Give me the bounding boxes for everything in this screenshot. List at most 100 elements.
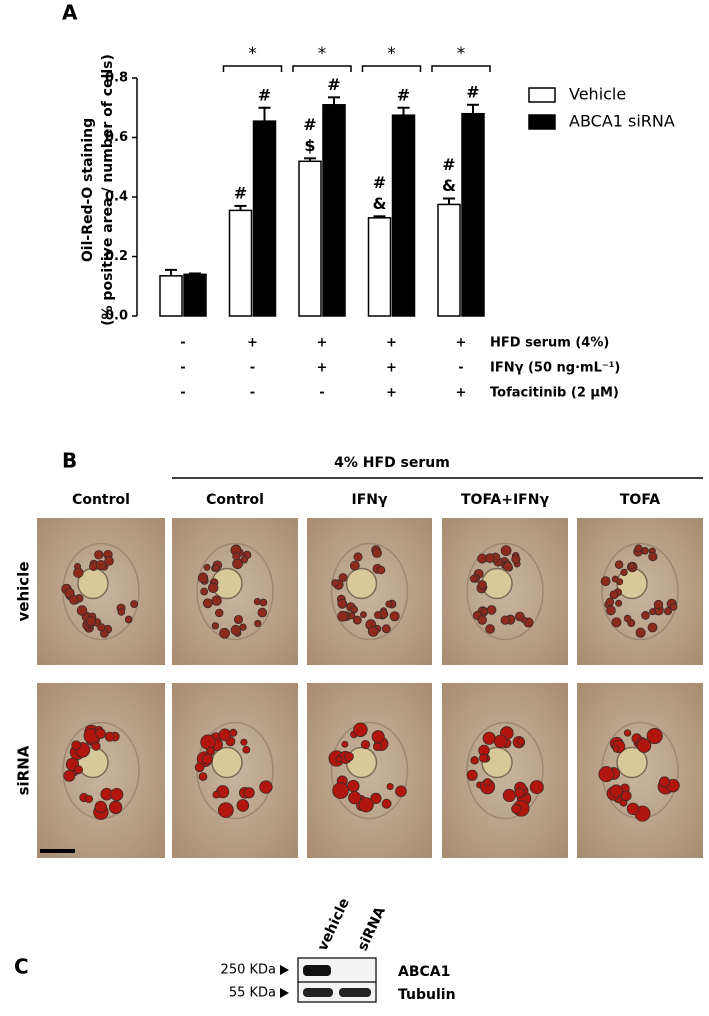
column-label: TOFA+IFNγ [461,492,549,508]
lipid-droplet [647,622,658,633]
lipid-droplet [239,623,247,631]
lipid-droplet [376,565,386,575]
lipid-droplet [615,599,623,607]
nucleus [481,746,513,779]
condition-sign: - [180,386,185,401]
lipid-droplet [73,567,84,578]
lipid-droplet [634,544,643,553]
lipid-droplet [486,605,497,615]
lipid-droplet [395,785,407,798]
lipid-droplet [218,728,232,742]
lipid-droplet [69,595,79,605]
nucleus [345,567,378,600]
lipid-droplet [338,573,348,582]
lipid-droplet [605,597,615,606]
lipid-droplet [620,790,632,802]
group-header: 4% HFD serum [334,455,450,471]
lipid-droplet [219,627,230,639]
lipid-droplet [606,605,616,616]
nucleus [345,746,378,779]
row-label: vehicle [15,562,33,622]
lane-label: vehicle [315,896,353,954]
condition-sign: - [250,386,255,401]
lipid-droplet [598,766,615,783]
bar [391,114,416,317]
row-label: siRNA [15,745,33,795]
lipid-droplet [341,740,349,748]
lipid-droplet [348,612,356,620]
lipid-droplet [373,742,382,752]
lipid-droplet [215,608,224,618]
lipid-droplet [71,740,82,751]
lipid-droplet [381,624,391,634]
lipid-droplet [669,603,678,611]
nucleus [616,746,648,779]
lipid-droplet [124,615,133,624]
lipid-droplet [478,753,489,763]
lipid-droplet [611,575,619,583]
lipid-droplet [233,614,244,625]
lipid-droplet [511,554,521,564]
lipid-droplet [212,790,221,799]
lipid-droplet [360,611,367,619]
lipid-droplet [371,730,385,744]
lipid-droplet [110,787,124,802]
condition-sign: + [247,336,258,351]
y-tick-label: 0.2 [105,249,128,264]
significance-bracket [431,65,491,72]
marker-label: 250 KDa [221,963,276,978]
condition-label: HFD serum (4%) [490,336,609,351]
column-label: Control [206,492,264,508]
lipid-droplet [230,624,241,636]
lipid-droplet [347,779,360,793]
column-label: IFNγ [351,492,387,508]
lipid-droplet [482,731,496,745]
lipid-droplet [86,616,97,627]
annotation: # [466,82,479,101]
lipid-droplet [104,731,115,742]
bar [367,217,392,317]
y-tick-label: 0.8 [105,71,128,86]
lipid-droplet [641,611,650,620]
lipid-droplet [609,590,619,600]
lipid-droplet [104,556,114,566]
cell-outline [601,542,679,641]
condition-sign: + [456,336,467,351]
lipid-droplet [242,745,251,754]
lipid-droplet [197,572,209,584]
condition-sign: + [386,386,397,401]
lipid-droplet [202,598,213,609]
y-axis-label: (% positive area / number of cells) [100,54,116,326]
lipid-droplet [500,545,512,556]
lipid-droplet [600,576,611,587]
lipid-droplet [503,561,513,572]
lipid-droplet [636,738,652,753]
annotation: # [397,85,410,104]
panel-label: A [62,1,78,25]
lipid-droplet [649,608,657,616]
band [303,965,331,976]
lipid-droplet [348,791,362,805]
lipid-droplet [198,772,208,781]
marker-arrow [280,965,289,975]
scale-bar [40,849,75,853]
cell-outline [330,542,409,641]
lipid-droplet [514,787,525,799]
lipid-droplet [257,607,268,618]
lipid-droplet [352,615,362,625]
lipid-droplet [627,619,636,628]
cell-outline [196,542,274,641]
lipid-droplet [367,626,379,637]
lipid-droplet [516,737,526,746]
lipid-droplet [254,619,262,628]
lipid-droplet [64,587,75,599]
lipid-droplet [386,782,394,791]
lipid-droplet [95,728,106,739]
lipid-droplet [236,799,250,812]
lipid-droplet [372,548,382,558]
protein-label: Tubulin [398,987,456,1003]
significance-label: * [387,44,396,64]
lipid-droplet [97,623,106,632]
lipid-droplet [483,778,492,787]
